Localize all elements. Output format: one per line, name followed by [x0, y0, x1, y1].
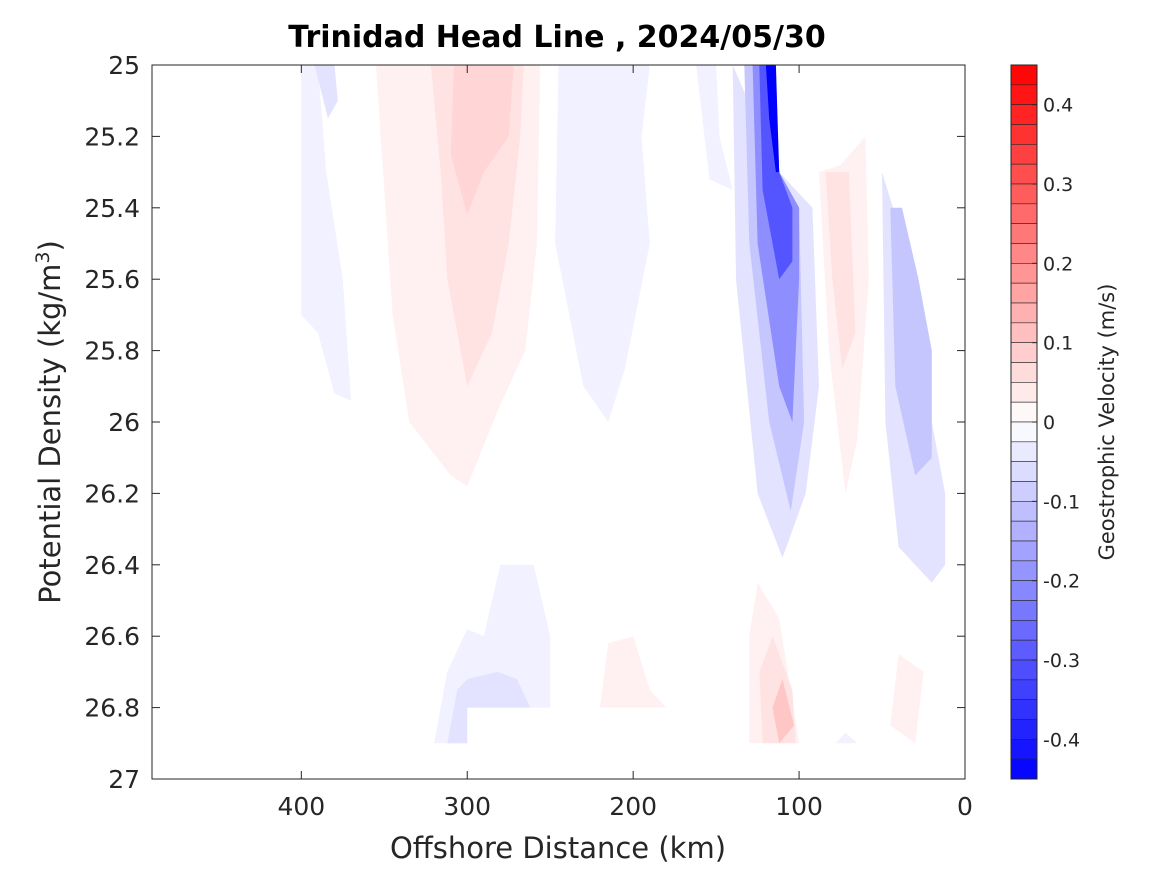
contour-region — [772, 679, 795, 744]
colorbar-bin — [1010, 461, 1038, 482]
colorbar-bin — [1010, 520, 1038, 542]
x-tick-label: 200 — [609, 792, 657, 821]
colorbar-bin — [1010, 401, 1038, 423]
colorbar-bin — [1010, 639, 1038, 661]
colorbar-bin — [1010, 421, 1038, 443]
colorbar-bin — [1010, 699, 1038, 720]
contour-region — [301, 65, 352, 401]
colorbar-tick-label: -0.1 — [1043, 491, 1080, 513]
colorbar-bin — [1010, 481, 1038, 502]
colorbar-bin — [1010, 342, 1038, 363]
colorbar-bin — [1010, 263, 1038, 284]
colorbar-bin — [1010, 540, 1038, 562]
y-tick-label: 25 — [108, 51, 140, 80]
contour-region — [759, 65, 793, 280]
colorbar-bin — [1010, 620, 1038, 641]
y-tick-label: 25.6 — [84, 265, 140, 294]
y-tick-label: 25.4 — [84, 194, 140, 223]
y-tick-label: 26.6 — [84, 622, 140, 651]
contour-region — [555, 65, 650, 422]
x-tick-label: 100 — [775, 792, 823, 821]
colorbar-bin — [1010, 739, 1038, 760]
y-tick-label: 26.2 — [84, 479, 140, 508]
colorbar-tick-label: -0.2 — [1043, 571, 1080, 593]
y-axis-label: Potential Density (kg/m3) — [32, 240, 67, 604]
colorbar-tick-label: -0.4 — [1043, 729, 1080, 751]
colorbar-tick-label: 0.1 — [1043, 333, 1073, 355]
x-tick-label: 400 — [277, 792, 325, 821]
y-axis-label-main: Potential Density (kg/m — [33, 264, 67, 604]
contour-region — [890, 207, 932, 476]
y-axis-label-end: ) — [33, 240, 67, 251]
colorbar-bin — [1010, 600, 1038, 621]
colorbar-bin — [1010, 163, 1038, 185]
y-axis-label-sup: 3 — [32, 251, 54, 263]
colorbar-tick-label: 0.4 — [1043, 95, 1073, 117]
y-tick-label: 26 — [108, 408, 140, 437]
colorbar-bin — [1010, 441, 1038, 462]
colorbar-bin — [1010, 501, 1038, 522]
colorbar-bin — [1010, 560, 1038, 581]
colorbar: 0.4 0.3 0.2 0.1 0 -0.1 -0.2 -0.3 -0.4 — [1010, 64, 1080, 780]
contour-region — [825, 172, 856, 369]
colorbar-bin — [1010, 679, 1038, 700]
colorbar-bin — [1010, 362, 1038, 383]
colorbar-bin — [1010, 302, 1038, 324]
contour-region — [600, 636, 667, 708]
contour-region — [765, 65, 780, 173]
colorbar-bin — [1010, 124, 1038, 145]
chart-title: Trinidad Head Line , 2024/05/30 — [288, 20, 825, 55]
colorbar-bin — [1010, 719, 1038, 740]
colorbar-bin — [1010, 659, 1038, 681]
colorbar-tick-label: 0 — [1043, 412, 1055, 434]
y-tick-label: 26.4 — [84, 551, 140, 580]
y-tick-label: 26.8 — [84, 694, 140, 723]
colorbar-bin — [1010, 223, 1038, 244]
colorbar-tick-label: -0.3 — [1043, 650, 1080, 672]
colorbar-bin — [1010, 580, 1038, 601]
contour-region — [447, 671, 531, 744]
contour-region — [434, 564, 551, 744]
colorbar-bin — [1010, 243, 1038, 264]
colorbar-tick-label: 0.2 — [1043, 253, 1073, 275]
contour-region — [696, 65, 733, 190]
contour-fill-layer — [301, 65, 946, 744]
contour-region — [835, 732, 858, 744]
x-tick-label: 0 — [957, 792, 973, 821]
contour-region — [314, 65, 338, 119]
colorbar-bin — [1010, 183, 1038, 205]
y-tick-label: 25.2 — [84, 122, 140, 151]
y-axis: 25 25.2 25.4 25.6 25.8 26 26.2 26.4 26.6 26.8 27 — [84, 51, 965, 794]
x-axis: 400 300 200 100 0 — [277, 65, 973, 821]
colorbar-bin — [1010, 104, 1038, 125]
colorbar-bin — [1010, 322, 1038, 343]
contour-region — [890, 654, 924, 744]
colorbar-bin — [1010, 282, 1038, 304]
y-tick-label: 27 — [108, 765, 140, 794]
contour-region — [450, 65, 514, 215]
x-axis-label: Offshore Distance (km) — [390, 831, 726, 865]
colorbar-bin — [1010, 84, 1038, 105]
colorbar-label: Geostrophic Velocity (m/s) — [1095, 284, 1119, 561]
y-tick-label: 25.8 — [84, 337, 140, 366]
colorbar-tick-label: 0.3 — [1043, 174, 1073, 196]
x-tick-label: 300 — [443, 792, 491, 821]
colorbar-bin — [1010, 64, 1038, 86]
colorbar-bin — [1010, 144, 1038, 165]
colorbar-bin — [1010, 758, 1038, 780]
colorbar-bin — [1010, 382, 1038, 403]
colorbar-bin — [1010, 203, 1038, 224]
